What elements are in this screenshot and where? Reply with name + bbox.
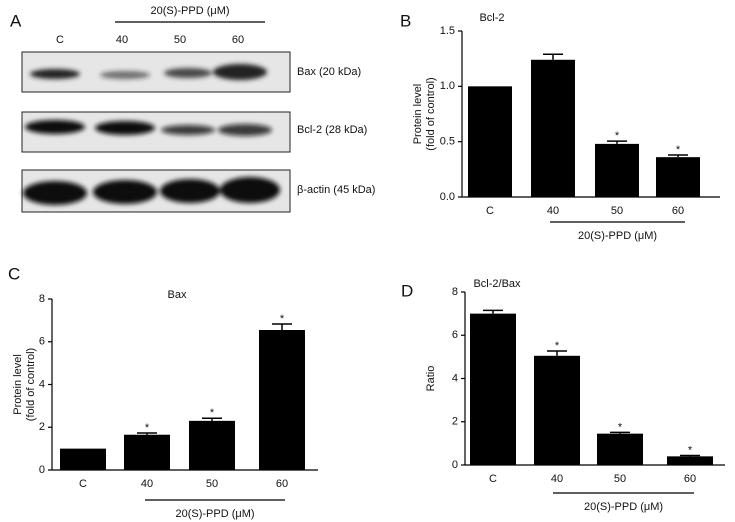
chart: B Bcl-2 0.0 0.5 1.0 1.5 Protein level (fold of … (400, 11, 720, 242)
panel-label: C (8, 264, 20, 283)
panel-label: A (10, 11, 22, 30)
y-axis-label: Ratio (425, 366, 437, 392)
lane-label: 40 (116, 34, 128, 46)
chart: C Bax 0 2 4 6 8 Protein level (fold of control) 2… (8, 264, 318, 520)
lane-label: 60 (232, 34, 244, 46)
significance: * (676, 144, 681, 156)
y-tick-label: 6 (452, 329, 458, 341)
bar (60, 448, 106, 470)
x-tick-label: 50 (611, 205, 623, 217)
x-tick-label: 40 (141, 478, 153, 490)
significance: * (210, 407, 215, 419)
significance: * (618, 421, 623, 433)
significance: * (280, 313, 285, 325)
x-tick-label: 60 (672, 205, 684, 217)
x-tick-label: 50 (206, 478, 218, 490)
bar (534, 355, 580, 465)
lane-label: 50 (174, 34, 186, 46)
protein-label: Bcl-2 (28 kDa) (297, 124, 367, 136)
panel-label: B (400, 11, 411, 30)
x-axis-label: 20(S)-PPD (μM) (584, 501, 663, 513)
x-tick-label: 60 (276, 478, 288, 490)
y-tick-label: 4 (452, 372, 458, 384)
y-tick-label: 1.5 (440, 25, 455, 37)
y-tick-label: 8 (452, 286, 458, 298)
significance: * (555, 340, 560, 352)
bar (124, 434, 170, 470)
significance: * (688, 444, 693, 456)
y-tick-label: 0 (39, 464, 45, 476)
lane-label: C (56, 34, 64, 46)
x-tick-label: C (486, 205, 494, 217)
y-tick-label: 2 (452, 416, 458, 428)
chart-title: Bcl-2/Bax (473, 278, 521, 290)
y-axis-label: (fold of control) (25, 348, 37, 421)
panel-label: D (401, 281, 413, 300)
treatment-label: 20(S)-PPD (μM) (150, 5, 229, 17)
x-tick-label: 40 (551, 473, 563, 485)
bar (531, 59, 575, 198)
bands (25, 120, 272, 136)
bar (468, 86, 512, 197)
y-tick-label: 6 (39, 336, 45, 348)
y-axis-label: Protein level (12, 354, 24, 415)
bar (259, 329, 305, 470)
chart-title: Bcl-2 (479, 12, 504, 24)
bar (470, 313, 516, 465)
y-axis-label: Protein level (412, 84, 424, 145)
y-tick-label: 1.0 (440, 80, 455, 92)
bar (189, 420, 235, 470)
bands (23, 177, 280, 205)
y-tick-label: 0 (452, 459, 458, 471)
protein-label: Bax (20 kDa) (297, 66, 361, 78)
y-tick-label: 2 (39, 421, 45, 433)
x-axis-label: 20(S)-PPD (μM) (175, 508, 254, 520)
chart-title: Bax (168, 289, 187, 301)
chart: D Bcl-2/Bax 0 2 4 6 8 Ratio 20(S)-PPD (μM) C * 40 * 5… (401, 278, 725, 513)
bands (30, 64, 267, 80)
x-tick-label: 50 (614, 473, 626, 485)
y-tick-label: 0.0 (440, 191, 455, 203)
y-tick-label: 0.5 (440, 136, 455, 148)
y-tick-label: 4 (39, 378, 45, 390)
y-axis-label: (fold of control) (425, 77, 437, 150)
x-axis-label: 20(S)-PPD (μM) (578, 230, 657, 242)
bar (667, 456, 713, 465)
significance: * (615, 130, 620, 142)
x-tick-label: 60 (684, 473, 696, 485)
y-tick-label: 8 (39, 293, 45, 305)
blot-panel: A 20(S)-PPD (μM) C 40 50 60 Bax (20 kDa)… (10, 5, 375, 213)
x-tick-label: C (489, 473, 497, 485)
x-tick-label: C (79, 478, 87, 490)
significance: * (145, 422, 150, 434)
protein-label: β-actin (45 kDa) (297, 184, 375, 196)
bar (595, 143, 639, 197)
bar (597, 433, 643, 465)
x-tick-label: 40 (547, 205, 559, 217)
bar (656, 157, 700, 197)
